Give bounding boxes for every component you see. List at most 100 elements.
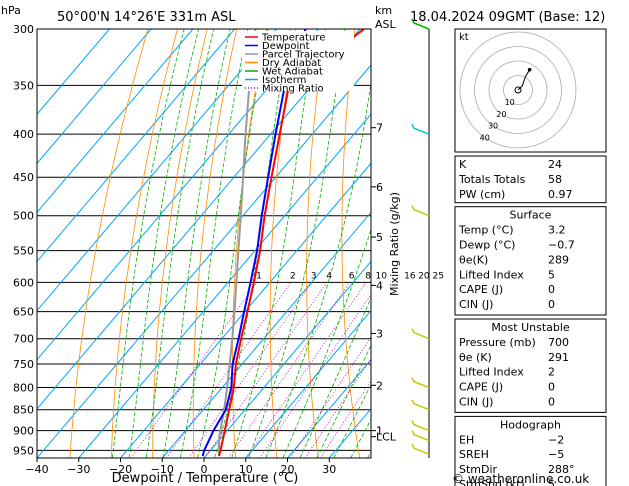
index-label: SREH [459,448,489,461]
storm-motion-marker [514,86,522,94]
hodograph-ring [474,46,562,134]
location-title: 50°00'N 14°26'E 331m ASL [57,10,236,25]
profile-lines [201,29,365,457]
index-value: −5 [548,448,564,461]
temp-tick-label: 0 [201,463,208,476]
mixing-ratio-axis-label: Mixing Ratio (g/kg) [388,192,401,296]
pressure-tick-label: 850 [13,404,34,417]
index-label: K [459,158,467,171]
dry-adiabat-line [622,29,629,458]
datetime-title: 18.04.2024 09GMT (Base: 12) [410,10,605,25]
km-tick-label: 4 [376,279,383,292]
legend-label: Dry Adiabat [262,58,321,69]
temp-tick-label: −40 [25,463,48,476]
index-label: Lifted Index [459,366,524,379]
section-title: Surface [510,209,552,222]
wind-barb [411,399,430,411]
legend-label: Parcel Trajectory [262,50,345,61]
legend-label: Temperature [261,33,325,44]
index-label: θe (K) [459,351,492,364]
legend-background [242,31,354,91]
hodograph-ring-label: 40 [480,134,490,143]
hodograph-ring [503,75,533,105]
mixing-ratio-line [166,282,292,458]
pressure-tick-label: 750 [13,358,34,371]
temp-tick-label: −30 [67,463,90,476]
index-value: 0.97 [548,188,573,201]
mixing-ratio-line [204,282,328,458]
wind-barb [411,430,430,442]
index-value: −2 [548,433,564,446]
legend-label: Wet Adiabat [262,67,323,78]
wet-adiabat-line [333,383,371,458]
hodograph-ring-label: 30 [488,122,498,131]
isotherm-line [37,29,277,312]
isotherm-line [120,162,371,458]
pressure-tick-label: 450 [13,171,34,184]
mixing-ratio-value-label: 6 [349,271,355,281]
index-value: 700 [548,336,569,349]
dry-adiabat-line [232,29,267,458]
dry-adiabat-line [110,29,178,458]
temp-tick-label: 10 [239,463,253,476]
mixing-ratio-value-label: 25 [433,271,444,281]
wind-barb [411,420,430,432]
dry-adiabat-line [409,29,442,458]
mixing-ratio-value-label: 3 [311,271,317,281]
section-title: Most Unstable [491,321,570,334]
km-tick-label: 7 [376,122,383,135]
wet-adiabat-line [197,29,269,458]
dry-adiabat-line [341,29,361,458]
pressure-tick-label: 650 [13,306,34,319]
pressure-tick-label: 300 [13,23,34,36]
index-value: 0 [548,381,555,394]
hodograph-kt-label: kt [459,32,469,43]
wet-adiabat-line [145,29,215,458]
isotherm-line [161,211,371,458]
index-label: PW (cm) [459,188,505,201]
index-value: 291 [548,351,569,364]
isotherm-line [37,29,110,115]
pressure-tick-label: 700 [13,333,34,346]
isotherm-line [203,260,371,458]
parcel-trajectory-line [218,29,257,457]
wet-adiabat-line [299,296,371,458]
km-tick-label: 6 [376,181,383,194]
index-value: 0 [548,396,555,409]
mixing-ratio-value-label: 16 [404,271,416,281]
dry-adiabat-line [152,29,208,458]
mixing-ratio-line [259,293,371,458]
wet-adiabat-line [248,29,346,458]
isotherm-line [37,29,194,214]
index-label: EH [459,433,474,446]
mixing-ratio-line [289,336,371,458]
index-value: 3.2 [548,224,566,237]
skewt-plot: 3003504004505005506006507007508008509009… [13,23,629,476]
index-value: 5 [548,268,555,281]
isotherm-line [37,29,236,263]
pressure-tick-label: 950 [13,444,34,457]
hodograph-ring [488,60,548,120]
wet-adiabat-line [162,29,231,458]
dewpoint-line [201,29,307,457]
dry-adiabat-line [269,29,297,458]
hodograph-trace [517,69,531,91]
wet-adiabat-line [112,29,185,458]
axes: 3003504004505005506006507007508008509009… [13,23,397,476]
km-tick-label: 5 [376,231,383,244]
wind-barb [411,328,430,340]
index-label: Temp (°C) [458,224,514,237]
hodograph-box-box [454,415,607,486]
mixing-ratio-line [304,357,371,458]
wet-adiabat-line [231,29,316,458]
legend-label: Isotherm [262,75,306,86]
km-label: km [375,4,392,17]
wind-barb [411,18,430,30]
mixing-ratio-line [245,282,367,458]
pressure-tick-label: 500 [13,210,34,223]
hpa-label: hPa [1,4,21,17]
pressure-tick-label: 400 [13,128,34,141]
mixing-ratio-value-label: 2 [290,271,296,281]
wind-barbs [411,18,430,458]
mixing-ratio-value-label: 10 [376,271,388,281]
